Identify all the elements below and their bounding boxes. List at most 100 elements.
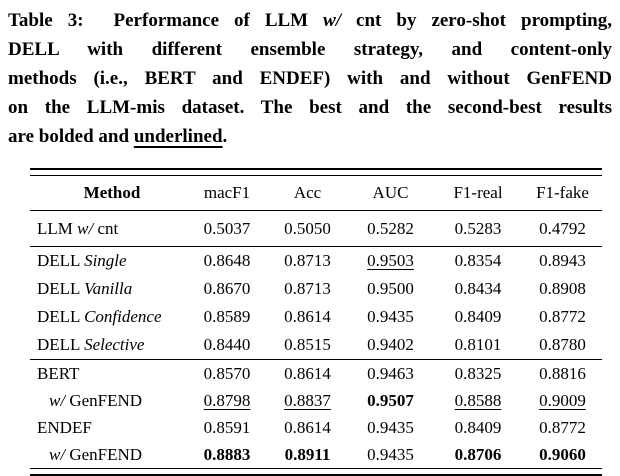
- text-segment: GenFEND: [65, 444, 143, 464]
- metric-cell: 0.8816: [539, 363, 586, 383]
- metric-cell: 0.9402: [367, 335, 414, 354]
- table-top-rule: [30, 168, 602, 176]
- metric-cell: 0.9435: [367, 307, 414, 326]
- column-header-macf1: macF1: [203, 183, 251, 202]
- metric-cell: 0.8713: [284, 251, 331, 270]
- metric-cell: 0.8883: [203, 444, 251, 464]
- metric-cell: 0.9500: [367, 279, 414, 298]
- text-segment: DELL with different ensemble strategy, a…: [8, 39, 612, 60]
- metric-cell: 0.8908: [539, 279, 586, 298]
- metric-cell: 0.8648: [203, 251, 251, 270]
- metric-cell: 0.9009: [539, 390, 586, 410]
- group-divider-rule-1: [30, 246, 602, 247]
- metric-cell: 0.8409: [454, 417, 502, 437]
- text-segment: w/: [49, 444, 66, 464]
- text-segment: DELL: [37, 307, 85, 326]
- caption-line: Table 3: Performance of LLM w/ cnt by ze…: [8, 6, 612, 35]
- method-cell: w/ GenFEND: [30, 391, 187, 411]
- metric-cell: 0.8837: [284, 390, 331, 410]
- method-cell: BERT: [30, 364, 187, 384]
- text-segment: Single: [84, 251, 127, 270]
- results-table: Method macF1 Acc AUC F1-real F1-fake LLM w/ c…: [30, 168, 602, 476]
- text-segment: Vanilla: [84, 279, 133, 298]
- table-row: DELL Confidence 0.8589 0.8614 0.9435 0.8409 0…: [30, 303, 602, 331]
- column-header-acc: Acc: [293, 183, 322, 202]
- table-row: ENDEF 0.8591 0.8614 0.9435 0.8409 0.8772: [30, 414, 602, 441]
- metric-cell: 0.8101: [454, 335, 502, 354]
- table-row: LLM w/ cnt 0.5037 0.5050 0.5282 0.5283 0.4792: [30, 211, 602, 246]
- text-segment: w/: [77, 218, 94, 238]
- metric-cell: 0.8591: [203, 417, 251, 437]
- metric-cell: 0.8614: [284, 363, 331, 383]
- metric-cell: 0.5050: [284, 218, 331, 238]
- caption-line: methods (i.e., BERT and ENDEF) with and …: [8, 64, 612, 93]
- group-divider-rule-2: [30, 359, 602, 360]
- text-segment: Selective: [84, 335, 145, 354]
- text-segment: DELL: [37, 279, 85, 298]
- metric-cell: 0.8434: [454, 279, 502, 298]
- metric-cell: 0.8911: [284, 444, 331, 464]
- metric-cell: 0.9503: [367, 251, 414, 270]
- column-header-f1-real: F1-real: [453, 183, 503, 202]
- metric-cell: 0.8325: [454, 363, 502, 383]
- caption-line: are bolded and underlined.: [8, 122, 612, 151]
- metric-cell: 0.8614: [284, 417, 331, 437]
- metric-cell: 0.8772: [539, 307, 586, 326]
- metric-cell: 0.8515: [284, 335, 331, 354]
- method-cell: ENDEF: [30, 418, 187, 438]
- text-segment: Table 3: Performance of LLM: [8, 10, 324, 31]
- metric-cell: 0.9435: [367, 444, 414, 464]
- text-segment: methods (i.e., BERT and ENDEF) with and …: [8, 68, 612, 89]
- table-row: w/ GenFEND 0.8798 0.8837 0.9507 0.8588 0.9009: [30, 387, 602, 414]
- metric-cell: 0.5282: [367, 218, 414, 238]
- metric-cell: 0.8670: [203, 279, 251, 298]
- text-segment: DELL: [37, 251, 85, 270]
- caption-line: on the LLM-mis dataset. The best and the…: [8, 93, 612, 122]
- column-header-auc: AUC: [372, 183, 409, 202]
- metric-cell: 0.8589: [203, 307, 251, 326]
- table-group-content-only: BERT 0.8570 0.8614 0.9463 0.8325 0.8816 w/ Gen…: [30, 360, 602, 468]
- table-bottom-rule: [30, 468, 602, 476]
- text-segment: LLM: [37, 218, 78, 238]
- table-group-llm: LLM w/ cnt 0.5037 0.5050 0.5282 0.5283 0.4792: [30, 211, 602, 246]
- text-segment: BERT: [37, 363, 80, 383]
- text-segment: .: [222, 126, 228, 147]
- text-segment: w/: [49, 390, 66, 410]
- text-segment: cnt: [93, 218, 119, 238]
- table-row: DELL Single 0.8648 0.8713 0.9503 0.8354 0.894…: [30, 247, 602, 275]
- text-segment: Confidence: [84, 307, 162, 326]
- text-segment: GenFEND: [65, 390, 143, 410]
- table-header-row: Method macF1 Acc AUC F1-real F1-fake: [30, 176, 602, 210]
- text-segment: on the LLM-mis dataset. The best and the…: [8, 97, 612, 118]
- text-segment: underlined: [133, 126, 223, 147]
- method-cell: LLM w/ cnt: [30, 219, 187, 239]
- metric-cell: 0.9060: [539, 444, 586, 464]
- text-segment: are bolded and: [8, 126, 134, 147]
- column-header-f1-fake: F1-fake: [536, 183, 589, 202]
- metric-cell: 0.8772: [539, 417, 586, 437]
- metric-cell: 0.5037: [203, 218, 251, 238]
- metric-cell: 0.9463: [367, 363, 414, 383]
- metric-cell: 0.8588: [454, 390, 502, 410]
- metric-cell: 0.8614: [284, 307, 331, 326]
- metric-cell: 0.8943: [539, 251, 586, 270]
- column-header-method: Method: [83, 183, 141, 202]
- text-segment: DELL: [37, 335, 85, 354]
- metric-cell: 0.8440: [203, 335, 251, 354]
- text-segment: cnt by zero-shot prompting,: [341, 10, 612, 31]
- method-cell: w/ GenFEND: [30, 445, 187, 465]
- metric-cell: 0.9435: [367, 417, 414, 437]
- metric-cell: 0.8354: [454, 251, 502, 270]
- metric-cell: 0.8798: [203, 390, 251, 410]
- method-cell: DELL Single: [30, 251, 187, 271]
- metric-cell: 0.5283: [454, 218, 502, 238]
- header-divider-rule: [30, 210, 602, 211]
- text-segment: ENDEF: [37, 417, 92, 437]
- method-cell: DELL Vanilla: [30, 279, 187, 299]
- table-caption: Table 3: Performance of LLM w/ cnt by ze…: [8, 6, 612, 151]
- metric-cell: 0.8780: [539, 335, 586, 354]
- table-row: DELL Vanilla 0.8670 0.8713 0.9500 0.8434 0.89…: [30, 275, 602, 303]
- table-row: w/ GenFEND 0.8883 0.8911 0.9435 0.8706 0.9060: [30, 441, 602, 468]
- metric-cell: 0.8706: [454, 444, 502, 464]
- metric-cell: 0.8570: [203, 363, 251, 383]
